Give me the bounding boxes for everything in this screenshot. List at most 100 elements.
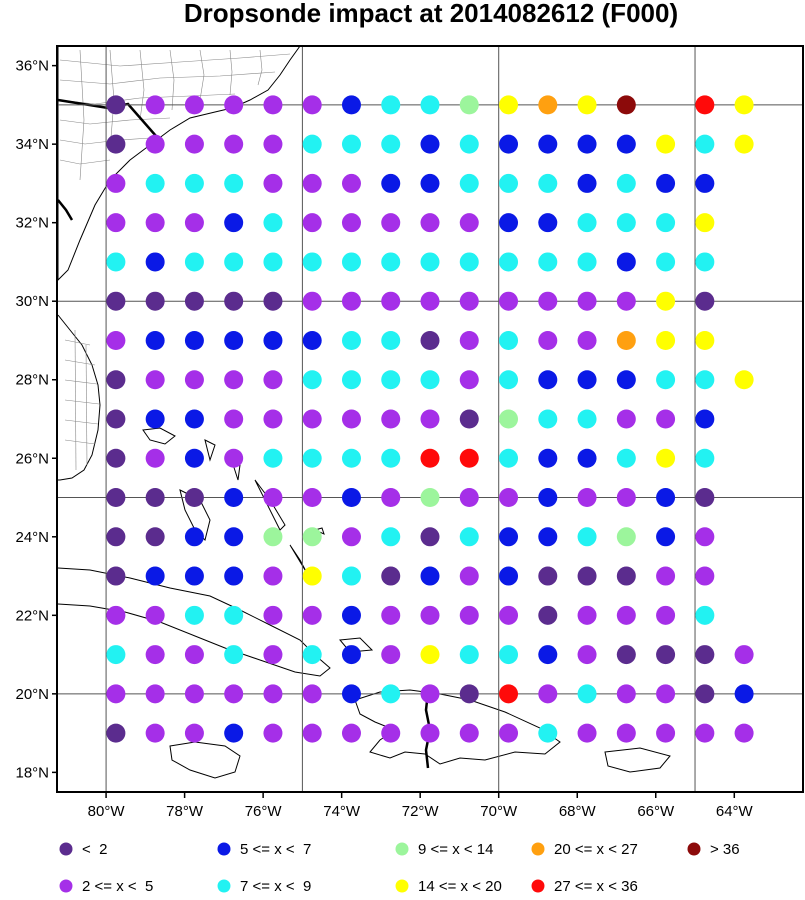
x-axis-ticks: 80°W 78°W 76°W 74°W 72°W 70°W 68°W 66°W 64°W <box>88 792 754 820</box>
impact-point <box>184 173 204 193</box>
impact-point <box>577 645 597 665</box>
impact-point <box>459 605 479 625</box>
impact-point <box>656 173 676 193</box>
impact-point <box>538 95 558 115</box>
impact-point <box>695 566 715 586</box>
impact-point <box>184 566 204 586</box>
legend-label: 7 <= x < 9 <box>240 878 311 895</box>
impact-point <box>302 252 322 272</box>
impact-point <box>184 409 204 429</box>
impact-point <box>538 566 558 586</box>
impact-point <box>577 370 597 390</box>
x-tick-label: 64°W <box>716 803 754 820</box>
impact-point <box>145 134 165 154</box>
impact-point <box>341 173 361 193</box>
impact-point <box>459 723 479 743</box>
impact-point <box>341 527 361 547</box>
impact-point <box>224 605 244 625</box>
impact-point <box>695 723 715 743</box>
impact-point <box>695 291 715 311</box>
impact-point <box>381 252 401 272</box>
impact-point <box>184 684 204 704</box>
impact-point <box>459 645 479 665</box>
impact-point <box>734 134 754 154</box>
impact-point <box>459 291 479 311</box>
impact-point <box>538 605 558 625</box>
impact-point <box>302 488 322 508</box>
x-tick-label: 66°W <box>637 803 675 820</box>
impact-point <box>656 488 676 508</box>
impact-point <box>224 330 244 350</box>
impact-point <box>106 605 126 625</box>
impact-point <box>695 95 715 115</box>
x-tick-label: 80°W <box>88 803 126 820</box>
impact-point <box>341 291 361 311</box>
impact-point <box>341 370 361 390</box>
plot-frame <box>56 45 804 793</box>
impact-point <box>224 370 244 390</box>
impact-point <box>263 252 283 272</box>
impact-point <box>381 409 401 429</box>
impact-point <box>616 213 636 233</box>
impact-point <box>420 291 440 311</box>
impact-point <box>302 605 322 625</box>
impact-point <box>302 448 322 468</box>
y-tick-label: 24°N <box>15 529 49 546</box>
impact-point <box>695 527 715 547</box>
impact-point <box>420 213 440 233</box>
legend-label: 9 <= x < 14 <box>418 841 493 858</box>
impact-point <box>224 134 244 154</box>
impact-point <box>341 95 361 115</box>
impact-point <box>616 409 636 429</box>
impact-point <box>656 291 676 311</box>
impact-point <box>577 134 597 154</box>
impact-point <box>499 409 519 429</box>
legend-marker <box>59 879 73 893</box>
impact-point <box>381 291 401 311</box>
impact-point <box>381 527 401 547</box>
impact-point <box>577 723 597 743</box>
impact-point <box>420 488 440 508</box>
impact-point <box>381 566 401 586</box>
impact-point <box>420 95 440 115</box>
impact-point <box>499 291 519 311</box>
x-tick-label: 70°W <box>480 803 518 820</box>
impact-point <box>381 684 401 704</box>
y-tick-label: 30°N <box>15 293 49 310</box>
impact-point <box>616 566 636 586</box>
impact-point <box>302 173 322 193</box>
impact-point <box>381 723 401 743</box>
impact-point <box>734 684 754 704</box>
impact-point <box>577 213 597 233</box>
impact-point <box>538 448 558 468</box>
impact-point <box>459 409 479 429</box>
impact-point <box>381 95 401 115</box>
impact-point <box>302 95 322 115</box>
impact-point <box>341 330 361 350</box>
impact-point <box>616 645 636 665</box>
impact-point <box>106 370 126 390</box>
y-tick-label: 32°N <box>15 215 49 232</box>
impact-point <box>224 488 244 508</box>
impact-point <box>145 173 165 193</box>
impact-point <box>145 488 165 508</box>
impact-point <box>420 134 440 154</box>
impact-point <box>263 527 283 547</box>
impact-point <box>145 252 165 272</box>
impact-point <box>538 684 558 704</box>
impact-point <box>263 134 283 154</box>
impact-point <box>459 252 479 272</box>
impact-point <box>420 684 440 704</box>
legend-label: 20 <= x < 27 <box>554 841 638 858</box>
impact-point <box>263 488 283 508</box>
legend-marker <box>395 879 409 893</box>
impact-point <box>106 330 126 350</box>
impact-point <box>145 566 165 586</box>
impact-point <box>499 723 519 743</box>
impact-point <box>263 370 283 390</box>
impact-point <box>695 605 715 625</box>
impact-point <box>656 409 676 429</box>
impact-point <box>420 370 440 390</box>
impact-point <box>538 252 558 272</box>
impact-point <box>263 95 283 115</box>
